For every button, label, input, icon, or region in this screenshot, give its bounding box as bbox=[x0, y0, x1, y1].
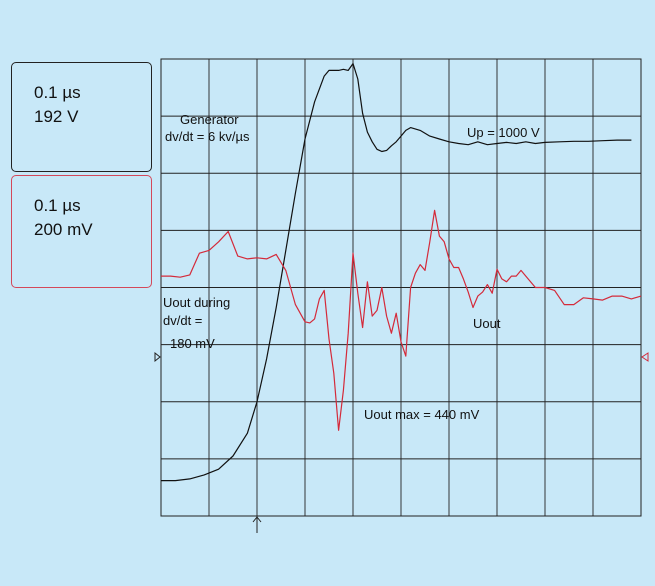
scope-grid bbox=[160, 58, 642, 517]
uout-label: Uout bbox=[473, 316, 501, 331]
channel-1-volt-div: 192 V bbox=[34, 107, 79, 126]
uout-max-label: Uout max = 440 mV bbox=[364, 407, 480, 422]
left-level-marker bbox=[154, 351, 161, 363]
right-level-marker bbox=[641, 352, 649, 362]
channel-2-volt-div: 200 mV bbox=[34, 220, 93, 239]
channel-2-time-div: 0.1 µs bbox=[34, 196, 81, 215]
uout-during-dvdt-label: dv/dt = bbox=[163, 313, 202, 328]
annotations: Generator dv/dt = 6 kv/µs Up = 1000 V Uo… bbox=[163, 112, 540, 422]
channel-1-time-div: 0.1 µs bbox=[34, 83, 81, 102]
generator-label: Generator bbox=[180, 112, 239, 127]
trigger-arrow bbox=[252, 516, 262, 523]
trace-series-1 bbox=[161, 62, 632, 482]
channel-1-scale-box: 0.1 µs 192 V bbox=[11, 62, 152, 172]
channel-2-scale-box: 0.1 µs 200 mV bbox=[11, 175, 152, 288]
uout-during-label: Uout during bbox=[163, 295, 230, 310]
trace-series-2 bbox=[161, 209, 642, 431]
traces bbox=[161, 62, 642, 482]
trigger-markers bbox=[154, 351, 649, 533]
up-label: Up = 1000 V bbox=[467, 125, 540, 140]
uout-during-value-label: 180 mV bbox=[170, 336, 215, 351]
generator-dvdt-label: dv/dt = 6 kv/µs bbox=[165, 129, 250, 144]
